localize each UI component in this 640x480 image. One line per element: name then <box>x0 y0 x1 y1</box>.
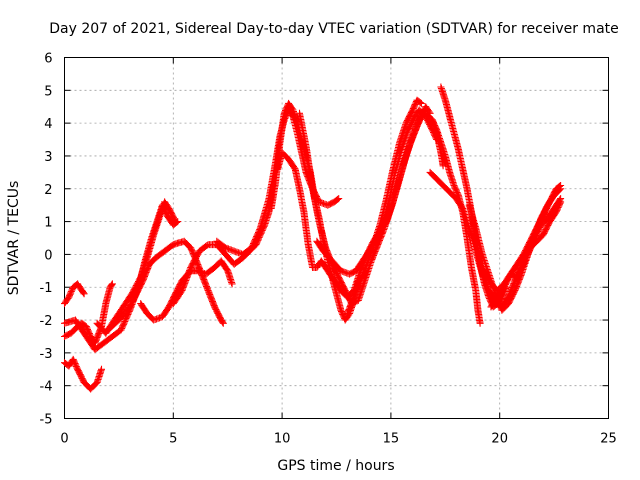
y-tick-label: 1 <box>44 216 52 231</box>
data-point-marker <box>185 269 192 277</box>
x-tick-label: 15 <box>383 432 400 447</box>
data-point-marker <box>417 99 425 107</box>
data-point-marker <box>66 290 74 298</box>
data-point-marker <box>454 190 462 198</box>
data-point-marker <box>183 272 191 280</box>
y-tick-label: 6 <box>44 52 52 67</box>
data-point-marker <box>340 268 348 276</box>
data-point-marker <box>557 198 565 206</box>
data-point-marker <box>556 199 564 207</box>
data-point-marker <box>70 358 78 366</box>
y-tick-label: -1 <box>40 281 53 296</box>
plot-frame <box>64 57 609 419</box>
data-point-marker <box>196 268 204 276</box>
data-point-marker <box>416 99 424 107</box>
data-point-marker <box>256 226 264 234</box>
data-point-marker <box>219 319 227 327</box>
series-track-b <box>61 280 88 308</box>
series-track-a <box>61 355 105 393</box>
data-point-marker <box>108 281 116 289</box>
y-tick-label: 4 <box>44 117 52 132</box>
x-tick-label: 0 <box>60 432 68 447</box>
data-point-marker <box>439 162 447 170</box>
data-point-marker <box>334 195 342 203</box>
data-point-marker <box>108 280 116 288</box>
data-point-marker <box>79 289 87 297</box>
series-track-d <box>61 201 182 354</box>
data-point-marker <box>557 182 565 189</box>
data-point-marker <box>180 282 188 290</box>
data-point-marker <box>121 318 129 325</box>
y-tick-label: 3 <box>44 150 52 165</box>
data-point-marker <box>98 365 105 373</box>
data-point-marker <box>156 314 163 322</box>
data-point-marker <box>120 319 128 327</box>
data-point-marker <box>67 289 75 297</box>
data-point-marker <box>230 247 238 255</box>
data-point-marker <box>71 360 79 368</box>
series-track-n <box>343 96 425 317</box>
y-tick-label: -4 <box>40 380 53 395</box>
y-tick-label: -3 <box>40 347 53 362</box>
data-layer <box>61 83 565 393</box>
series-track-l <box>296 109 447 308</box>
data-point-marker <box>227 246 235 254</box>
data-point-marker <box>80 290 88 298</box>
tick-layer: -5 -4 -3 -2 -1 0 1 2 3 4 5 6 0 5 10 15 20 25 <box>40 52 617 447</box>
data-point-marker <box>476 319 484 327</box>
y-tick-label: -2 <box>40 314 53 329</box>
y-tick-label: 5 <box>44 84 52 99</box>
data-point-marker <box>186 266 194 274</box>
x-axis-title: GPS time / hours <box>277 458 394 474</box>
y-tick-label: 0 <box>44 248 52 263</box>
data-point-marker <box>335 195 343 203</box>
series-track-f <box>104 237 227 334</box>
data-point-marker <box>224 245 232 253</box>
series-track-t <box>487 198 565 311</box>
data-point-marker <box>193 267 201 275</box>
data-point-marker <box>233 248 241 256</box>
y-tick-label: 2 <box>44 183 52 198</box>
data-point-marker <box>219 318 227 326</box>
y-axis-title: SDTVAR / TECUs <box>6 181 22 296</box>
data-point-marker <box>222 244 229 252</box>
data-point-marker <box>556 182 563 190</box>
grid-layer <box>64 57 609 419</box>
series-track-c <box>61 280 116 347</box>
x-tick-label: 5 <box>169 432 177 447</box>
y-tick-label: -5 <box>40 413 53 428</box>
data-point-marker <box>182 277 190 284</box>
chart-title: Day 207 of 2021, Sidereal Day-to-day VTE… <box>49 21 619 37</box>
data-point-marker <box>362 262 370 270</box>
data-point-marker <box>187 244 195 252</box>
data-point-marker <box>153 315 161 323</box>
data-point-marker <box>179 285 186 293</box>
data-point-marker <box>432 124 440 132</box>
x-tick-label: 20 <box>491 432 508 447</box>
data-point-marker <box>171 216 179 224</box>
x-tick-label: 10 <box>274 432 291 447</box>
x-tick-label: 25 <box>600 432 617 447</box>
data-point-marker <box>319 200 327 207</box>
data-point-marker <box>337 267 345 275</box>
data-point-marker <box>172 218 179 226</box>
data-point-marker <box>228 280 236 288</box>
